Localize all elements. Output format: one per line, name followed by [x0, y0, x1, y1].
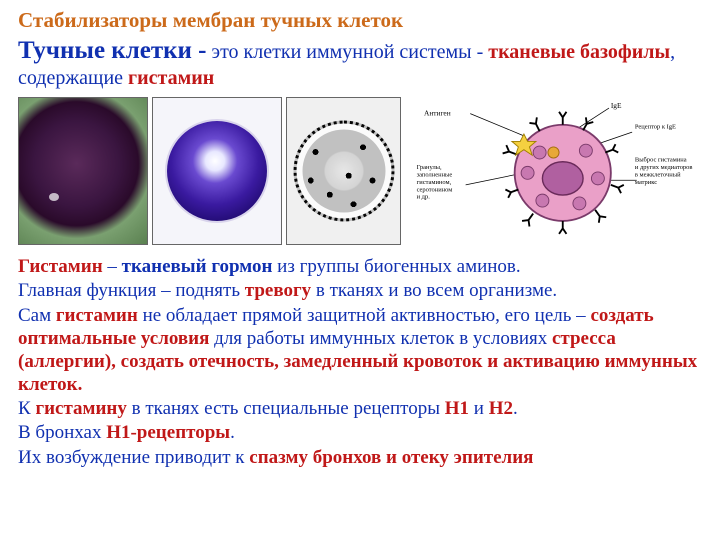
t-histamine: Гистамин [18, 256, 103, 277]
svg-text:Рецептор к IgE: Рецептор к IgE [635, 124, 676, 131]
mast-cell-em-photo [286, 97, 401, 245]
body-text: Гистамин – тканевый гормон из группы био… [18, 255, 702, 469]
mast-cell-photo-1 [18, 97, 148, 245]
intro-red1: тканевые базофилы [488, 41, 670, 63]
intro-red2: гистамин [128, 67, 214, 89]
svg-text:IgE: IgE [611, 101, 622, 110]
mast-cell-diagram: Антиген Гранулы, заполненные гистамином,… [405, 97, 702, 245]
intro-line: Тучные клетки - это клетки иммунной сист… [18, 35, 702, 91]
mast-cell-photo-2 [152, 97, 282, 245]
svg-text:Выброс гистамина и д: Выброс гистамина и других медиаторов в м… [635, 157, 694, 186]
intro-mid: это клетки иммунной системы - [207, 41, 489, 63]
slide-title: Стабилизаторы мембран тучных клеток [18, 8, 702, 33]
images-row: Антиген Гранулы, заполненные гистамином,… [18, 97, 702, 245]
intro-lead: Тучные клетки - [18, 37, 207, 64]
label-antigen: Антиген [424, 109, 451, 118]
svg-text:Гранулы, заполненные: Гранулы, заполненные гистамином, серотон… [417, 164, 454, 201]
slide: Стабилизаторы мембран тучных клеток Тучн… [0, 0, 720, 540]
